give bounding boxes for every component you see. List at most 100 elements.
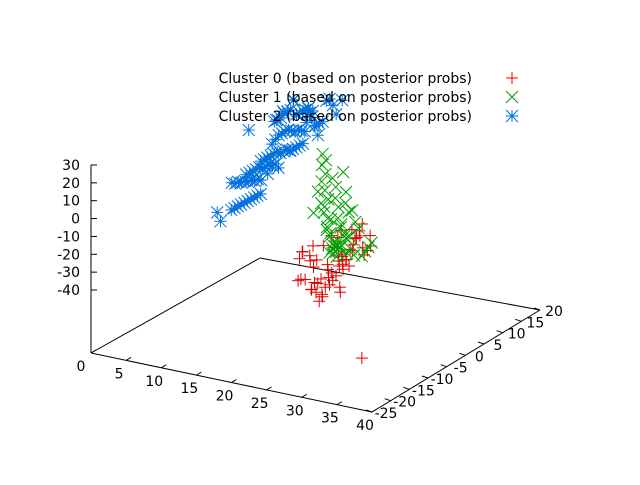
data-point: [349, 232, 362, 245]
x-tick: [371, 408, 378, 413]
y-tick-label: 20: [545, 304, 563, 320]
data-point: [319, 167, 332, 181]
data-point: [307, 206, 320, 220]
data-point: [328, 191, 342, 205]
y-tick: [459, 352, 466, 356]
x-tick-label: 15: [180, 381, 198, 397]
data-point: [313, 295, 326, 308]
x-tick-label: 40: [356, 418, 374, 434]
y-tick: [384, 398, 391, 402]
y-tick-label: -15: [412, 383, 435, 399]
data-point: [350, 231, 363, 244]
data-point: [210, 206, 224, 219]
z-tick-label: -20: [57, 247, 80, 263]
x-tick: [90, 349, 97, 354]
z-tick-label: 0: [71, 212, 80, 228]
data-point: [339, 185, 353, 199]
series-1: [307, 147, 379, 264]
data-point: [311, 185, 325, 198]
data-point: [299, 273, 312, 286]
data-point: [318, 200, 331, 214]
back-left-line: [90, 257, 261, 354]
y-tick-label: -5: [454, 361, 468, 377]
z-tick-label: -10: [57, 229, 80, 245]
data-point: [214, 214, 227, 228]
data-point: [319, 153, 333, 167]
data-point: [331, 238, 345, 252]
data-point: [316, 147, 329, 161]
data-point: [261, 167, 275, 181]
data-point: [303, 249, 316, 262]
data-point: [311, 128, 325, 142]
data-point: [352, 221, 365, 235]
data-point: [289, 140, 303, 154]
data-point: [275, 127, 289, 140]
data-point: [320, 223, 334, 237]
data-point: [320, 220, 334, 234]
x-tick: [160, 364, 167, 369]
data-point: [307, 239, 320, 252]
data-point: [292, 274, 305, 287]
x-tick-label: 25: [251, 396, 269, 412]
data-point: [296, 245, 309, 258]
data-point: [344, 242, 357, 256]
data-point: [323, 278, 336, 291]
z-tick-label: 20: [62, 176, 80, 192]
data-point: [317, 239, 330, 252]
y-axis-line: [371, 309, 541, 413]
data-point: [347, 248, 361, 262]
data-point: [339, 231, 353, 245]
data-point: [337, 230, 351, 243]
data-point: [286, 93, 300, 107]
data-point: [307, 261, 320, 274]
data-point: [348, 215, 362, 229]
z-tick-label: -40: [57, 283, 80, 299]
data-point: [364, 229, 377, 242]
data-point: [293, 139, 306, 152]
x-tick-label: 30: [286, 403, 304, 419]
data-point: [326, 98, 340, 112]
x-tick: [336, 401, 343, 406]
data-point: [342, 205, 356, 219]
data-point: [301, 101, 315, 115]
y-tick: [365, 409, 373, 413]
y-tick-label: -25: [375, 406, 398, 422]
data-point: [308, 119, 321, 133]
data-point: [334, 218, 348, 231]
data-point: [228, 177, 242, 191]
y-tick: [496, 330, 503, 334]
z-tick-label: -30: [57, 265, 80, 281]
data-point: [343, 229, 356, 243]
y-tick: [477, 341, 485, 345]
x-tick-label: 0: [77, 359, 86, 375]
data-point: [332, 241, 346, 254]
data-point: [281, 105, 294, 118]
x-tick: [231, 379, 237, 383]
x-tick-label: 10: [145, 374, 163, 390]
data-point: [254, 187, 268, 201]
data-point: [355, 352, 368, 365]
y-tick-label: 15: [526, 315, 544, 331]
y-tick: [403, 386, 410, 390]
legend-label: Cluster 2 (based on posterior probs): [219, 109, 472, 125]
y-tick: [421, 375, 429, 379]
data-point: [332, 200, 345, 214]
x-tick: [301, 393, 308, 398]
data-point: [296, 137, 310, 150]
y-tick-label: -10: [431, 372, 454, 388]
data-point: [311, 277, 324, 290]
data-point: [340, 253, 353, 266]
data-point: [293, 252, 306, 265]
data-point: [331, 211, 345, 225]
data-point: [277, 144, 291, 158]
y-tick: [533, 307, 541, 311]
x-tick: [196, 371, 202, 376]
data-point: [334, 286, 347, 299]
y-tick-label: -20: [393, 395, 416, 411]
y-tick: [440, 364, 447, 368]
data-point: [247, 191, 261, 204]
legend-label: Cluster 0 (based on posterior probs): [219, 71, 472, 87]
z-tick-label: 30: [62, 158, 80, 174]
data-point: [345, 204, 359, 217]
